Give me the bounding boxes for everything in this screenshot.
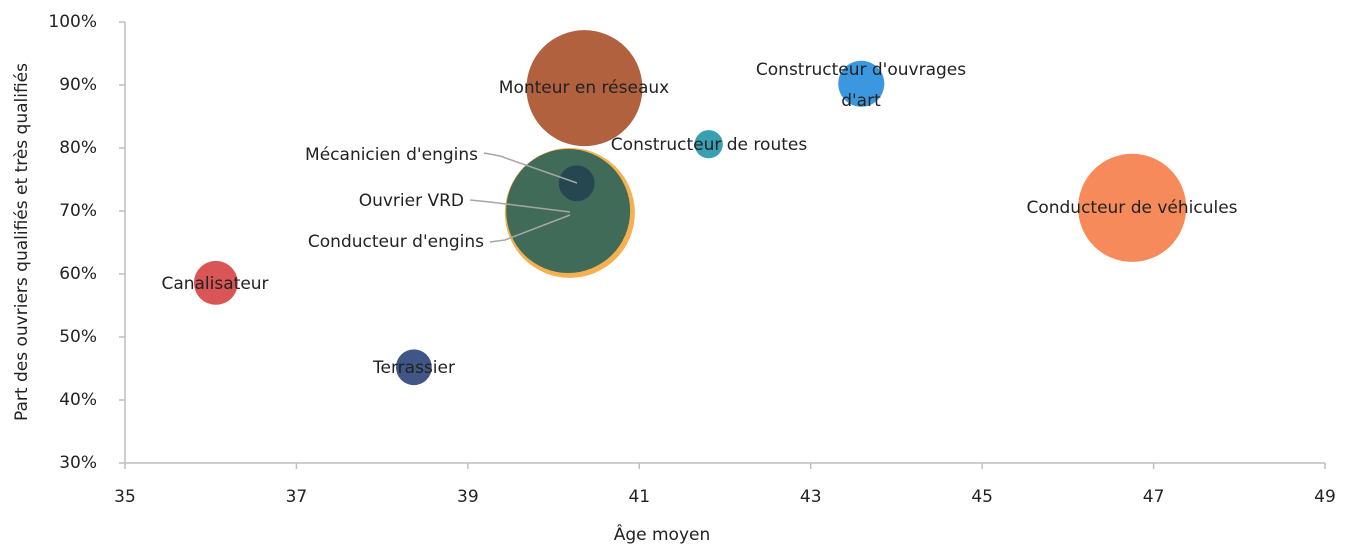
bubble-label: Ouvrier VRD xyxy=(359,191,464,211)
x-tick-label: 49 xyxy=(1314,487,1336,507)
bubble xyxy=(1078,153,1187,262)
bubble-label: Conducteur de véhicules xyxy=(1026,198,1237,218)
leader-line xyxy=(469,199,571,213)
y-tick-label: 90% xyxy=(59,75,97,95)
x-tick-label: 47 xyxy=(1143,487,1165,507)
bubble-label: Canalisateur xyxy=(161,274,268,294)
y-tick-label: 100% xyxy=(48,12,97,32)
y-tick-label: 80% xyxy=(59,138,97,158)
bubble-label: Constructeur de routes xyxy=(611,135,808,155)
y-tick-label: 70% xyxy=(59,201,97,221)
bubble-label: Constructeur d'ouvrages d'art xyxy=(756,60,966,111)
y-axis-title: Part des ouvriers qualifiés et très qual… xyxy=(12,63,32,421)
bubble-label: Terrassier xyxy=(372,358,455,378)
x-tick-label: 45 xyxy=(971,487,993,507)
bubble xyxy=(526,30,643,147)
bubble-label: Conducteur d'engins xyxy=(308,232,484,252)
y-tick-label: 60% xyxy=(59,264,97,284)
x-tick-label: 41 xyxy=(628,487,650,507)
x-tick-label: 35 xyxy=(114,487,136,507)
y-tick-label: 40% xyxy=(59,390,97,410)
x-tick-label: 43 xyxy=(800,487,822,507)
bubble xyxy=(395,349,432,386)
bubble-label: Monteur en réseaux xyxy=(499,78,669,98)
bubble xyxy=(694,130,723,159)
y-tick-label: 50% xyxy=(59,327,97,347)
bubble-label: Mécanicien d'engins xyxy=(305,145,478,165)
x-axis-title: Âge moyen xyxy=(614,523,711,545)
leader-line xyxy=(483,152,578,184)
bubble xyxy=(506,148,631,274)
bubble xyxy=(193,260,238,305)
x-tick-label: 37 xyxy=(286,487,308,507)
leader-line xyxy=(489,214,571,243)
x-tick-label: 39 xyxy=(457,487,479,507)
bubble xyxy=(838,60,885,107)
y-tick-label: 30% xyxy=(59,453,97,473)
